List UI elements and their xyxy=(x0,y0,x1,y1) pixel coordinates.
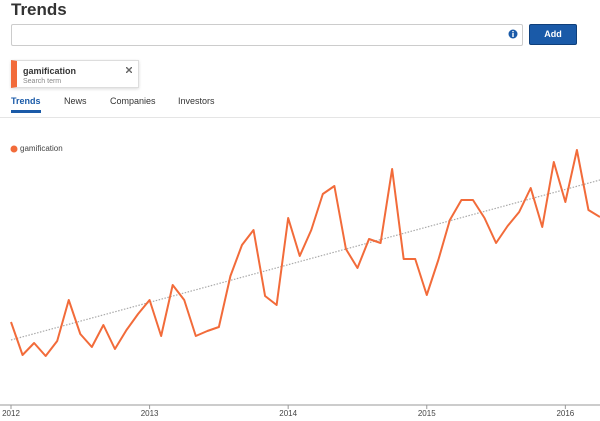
x-tick-label: 2013 xyxy=(141,409,159,418)
divider xyxy=(0,117,600,118)
x-tick-label: 2016 xyxy=(556,409,574,418)
tag-label: gamification xyxy=(23,66,77,76)
tab[interactable]: Companies xyxy=(110,96,156,106)
tag-sublabel: Search term xyxy=(23,78,62,85)
x-tick-label: 2014 xyxy=(279,409,297,418)
search-term-tag: gamification Search term xyxy=(11,60,139,88)
x-tick-label: 2012 xyxy=(2,409,20,418)
remove-tag[interactable] xyxy=(126,67,132,73)
tab[interactable]: News xyxy=(64,96,87,106)
page-title: Trends xyxy=(11,0,67,19)
add-button[interactable]: Add xyxy=(529,24,577,45)
tab[interactable]: Trends xyxy=(11,96,41,113)
data-line xyxy=(10,149,600,357)
search-input[interactable] xyxy=(11,24,523,46)
info-icon[interactable] xyxy=(508,29,518,39)
tab[interactable]: Investors xyxy=(178,96,215,106)
legend-label: gamification xyxy=(20,144,63,153)
trend-line xyxy=(10,179,600,341)
legend-marker xyxy=(10,145,18,153)
x-tick-label: 2015 xyxy=(418,409,436,418)
